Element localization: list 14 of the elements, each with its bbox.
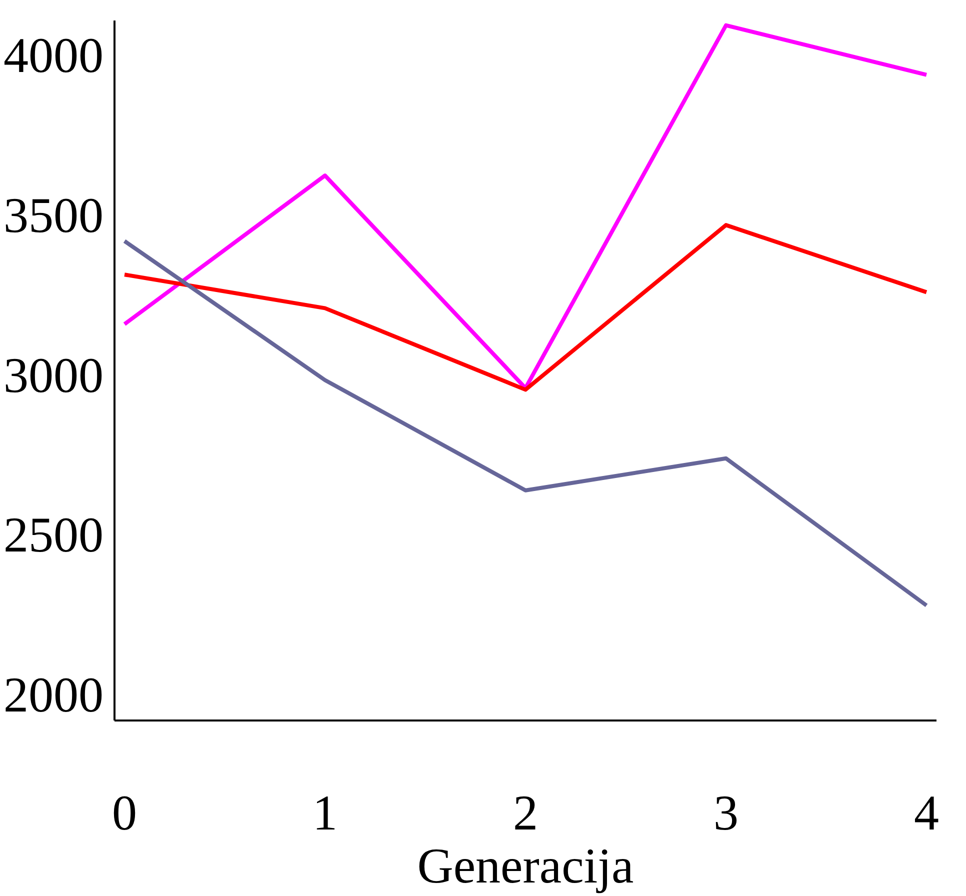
y-tick-label: 2000 [4,666,104,722]
line-series [122,223,928,392]
y-tick-label: 3500 [4,186,104,243]
x-tick-label: 4 [914,784,939,840]
x-tick-label: 0 [112,784,138,840]
line-series [122,23,928,390]
x-tick-label: 1 [312,784,338,840]
x-tick-label: 3 [713,784,738,840]
y-tick-label: 3000 [4,346,104,403]
y-tick-label: 4000 [4,27,104,84]
x-axis-title: Generacija [417,838,634,894]
x-tick-label: 2 [513,784,538,840]
line-series [122,239,928,608]
y-tick-label: 2500 [4,506,104,563]
